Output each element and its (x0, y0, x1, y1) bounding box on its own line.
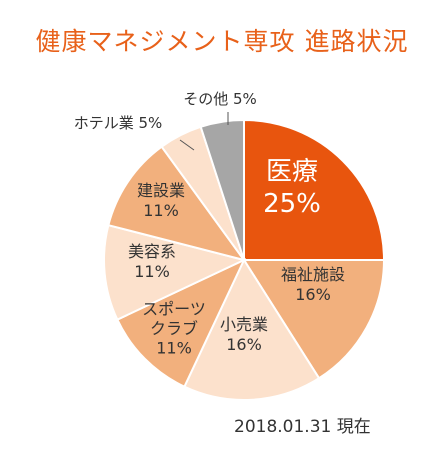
pie-slice (243, 118, 386, 261)
pie-slice (103, 223, 247, 321)
slice-label: 美容系 11% (128, 242, 176, 281)
slice-label: 小売業 16% (220, 315, 268, 354)
pie-slice (199, 118, 245, 261)
slice-label: 建設業 11% (137, 181, 185, 220)
slice-label: 医療 25% (263, 157, 321, 219)
slice-label: 福祉施設 16% (281, 265, 345, 304)
chart-title: 健康マネジメント専攻 進路状況 (35, 27, 409, 56)
slice-label: スポーツクラブ 11% (142, 299, 206, 357)
pie-slice (183, 257, 321, 401)
slice-label: その他 5% (183, 90, 257, 108)
pie-slice (107, 145, 247, 262)
slice-label: ホテル業 5% (74, 114, 163, 132)
as-of-date: 2018.01.31 現在 (234, 417, 371, 437)
pie-slice (242, 259, 386, 380)
pie-slice (115, 257, 247, 389)
leader-line (179, 139, 195, 151)
